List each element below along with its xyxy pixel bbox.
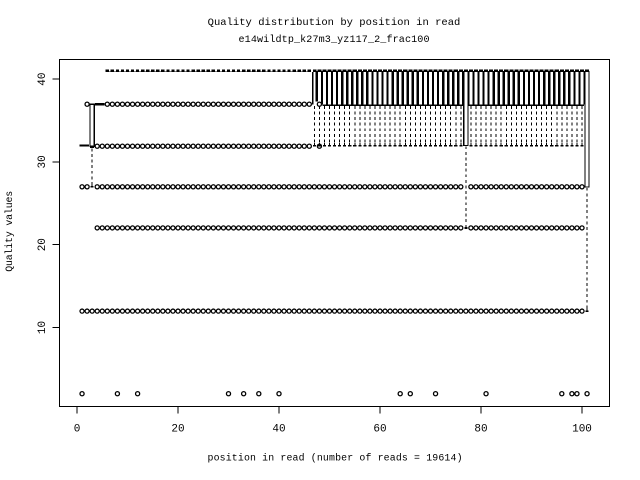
svg-text:10: 10 bbox=[37, 321, 49, 334]
svg-text:40: 40 bbox=[37, 72, 49, 85]
svg-text:60: 60 bbox=[373, 423, 386, 435]
svg-text:0: 0 bbox=[74, 423, 81, 435]
svg-text:100: 100 bbox=[572, 423, 592, 435]
svg-text:e14wildtp_k27m3_yz117_2_frac10: e14wildtp_k27m3_yz117_2_frac100 bbox=[239, 34, 430, 46]
svg-text:Quality distribution by positi: Quality distribution by position in read bbox=[208, 17, 461, 29]
svg-text:20: 20 bbox=[37, 238, 49, 251]
svg-text:position in read (number of re: position in read (number of reads = 1961… bbox=[208, 452, 463, 463]
svg-text:30: 30 bbox=[37, 155, 49, 168]
svg-text:20: 20 bbox=[171, 423, 184, 435]
svg-text:Quality values: Quality values bbox=[4, 191, 15, 272]
svg-text:40: 40 bbox=[272, 423, 285, 435]
svg-text:80: 80 bbox=[474, 423, 487, 435]
